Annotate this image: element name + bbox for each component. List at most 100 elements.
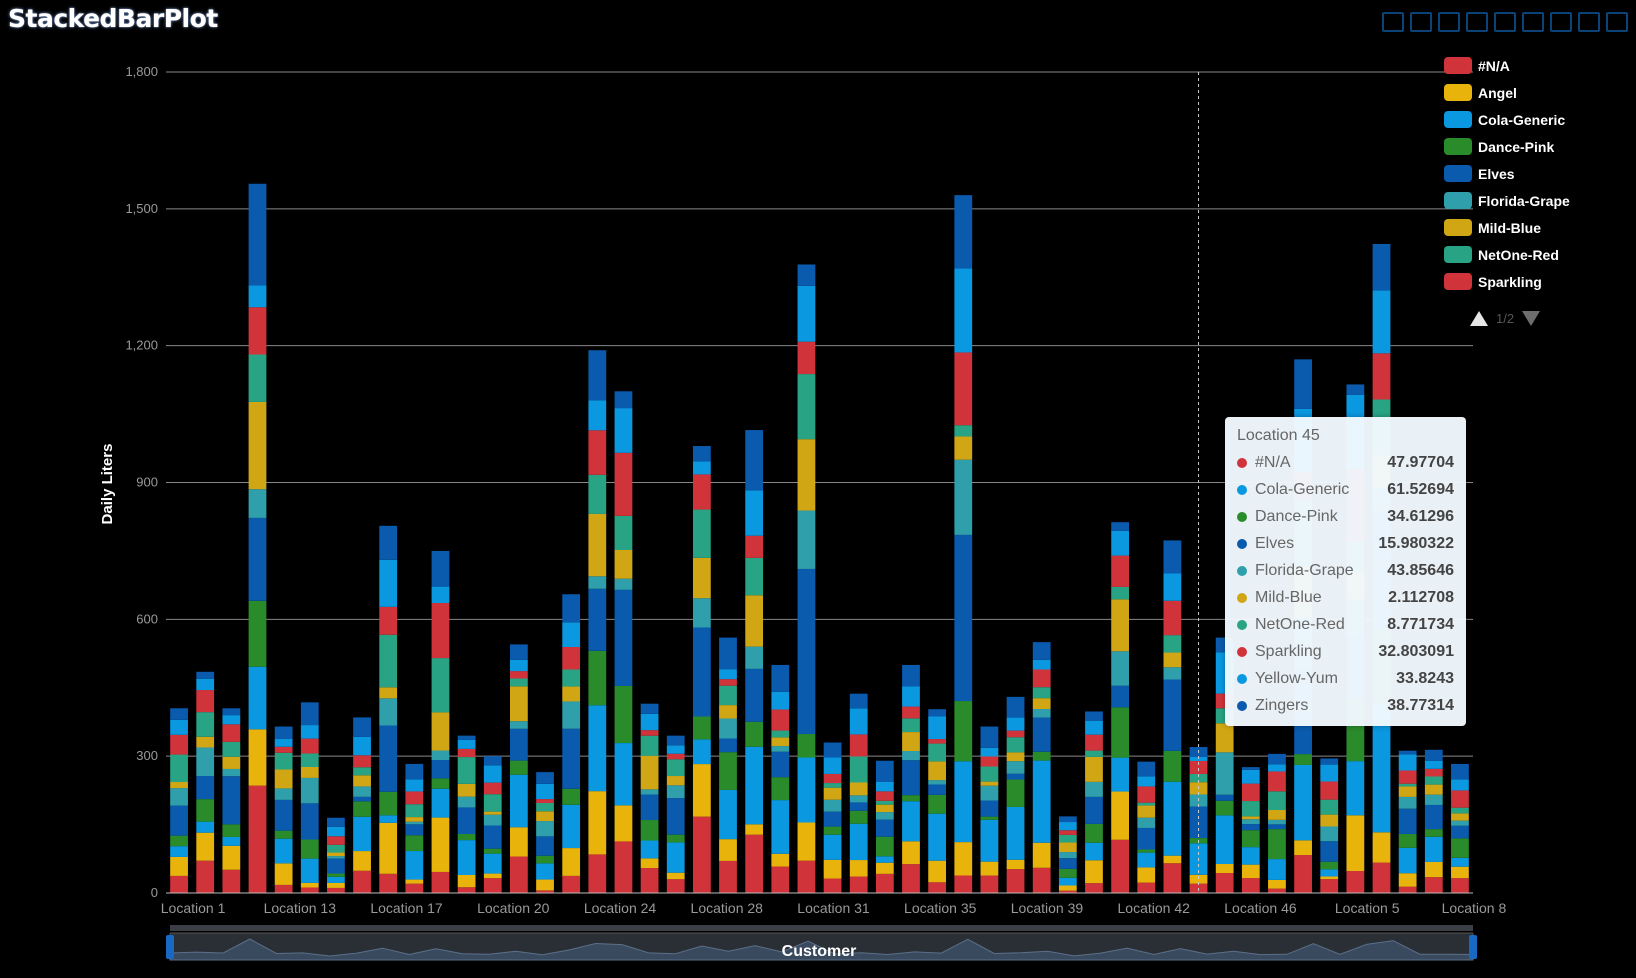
bar-segment[interactable] [431, 760, 450, 779]
bar-segment[interactable] [849, 860, 868, 877]
bar-segment[interactable] [1137, 786, 1156, 803]
bar-segment[interactable] [1006, 779, 1025, 807]
bar-segment[interactable] [1398, 808, 1417, 834]
bar-segment[interactable] [562, 788, 581, 805]
bar-segment[interactable] [1032, 698, 1051, 710]
bar-segment[interactable] [1006, 752, 1025, 762]
bar-segment[interactable] [745, 430, 764, 491]
bar-stack[interactable] [1241, 767, 1260, 893]
bar-segment[interactable] [1346, 761, 1365, 816]
bar-segment[interactable] [875, 782, 894, 792]
bar-segment[interactable] [1451, 763, 1469, 780]
bar-segment[interactable] [536, 772, 554, 784]
bar-segment[interactable] [1451, 857, 1469, 867]
bar-segment[interactable] [562, 594, 581, 623]
bar-segment[interactable] [745, 535, 764, 558]
bar-segment[interactable] [1241, 847, 1260, 865]
bar-segment[interactable] [902, 664, 920, 687]
bar-segment[interactable] [562, 622, 581, 648]
bar-segment[interactable] [797, 285, 816, 342]
bar-segment[interactable] [954, 701, 973, 762]
bar-segment[interactable] [274, 739, 293, 747]
bar-segment[interactable] [1346, 870, 1365, 893]
bar-segment[interactable] [483, 873, 502, 879]
bar-segment[interactable] [771, 691, 790, 710]
bar-segment[interactable] [431, 778, 450, 789]
bar-segment[interactable] [1398, 786, 1417, 797]
bar-segment[interactable] [1215, 815, 1234, 865]
bar-segment[interactable] [797, 822, 816, 861]
bar-segment[interactable] [823, 811, 842, 827]
bar-segment[interactable] [222, 824, 241, 837]
bar-segment[interactable] [640, 703, 659, 714]
bar-segment[interactable] [431, 788, 450, 818]
bar-segment[interactable] [1268, 888, 1286, 893]
bar-segment[interactable] [510, 686, 528, 722]
bar-segment[interactable] [719, 839, 737, 861]
bar-segment[interactable] [483, 794, 502, 812]
bar-stack[interactable] [980, 726, 999, 893]
bar-segment[interactable] [745, 595, 764, 647]
bar-segment[interactable] [849, 756, 868, 783]
bar-segment[interactable] [745, 490, 764, 536]
bar-segment[interactable] [928, 813, 947, 861]
bar-segment[interactable] [483, 853, 502, 874]
bar-segment[interactable] [1372, 243, 1391, 291]
bar-segment[interactable] [1163, 863, 1182, 893]
bar-segment[interactable] [902, 841, 920, 865]
bar-segment[interactable] [248, 489, 267, 518]
bar-segment[interactable] [640, 789, 659, 795]
bar-segment[interactable] [510, 721, 528, 729]
bar-segment[interactable] [274, 830, 293, 839]
bar-segment[interactable] [1424, 749, 1443, 761]
bar-segment[interactable] [510, 827, 528, 857]
bar-segment[interactable] [875, 873, 894, 893]
bar-segment[interactable] [1451, 807, 1469, 814]
bar-segment[interactable] [1294, 754, 1312, 765]
bar-stack[interactable] [562, 594, 581, 893]
bar-segment[interactable] [170, 856, 188, 876]
bar-segment[interactable] [980, 781, 999, 786]
bar-segment[interactable] [457, 807, 476, 835]
bar-stack[interactable] [536, 772, 554, 893]
bar-segment[interactable] [1320, 861, 1339, 870]
bar-stack[interactable] [1111, 522, 1129, 893]
bar-segment[interactable] [745, 721, 764, 747]
bar-segment[interactable] [1189, 760, 1208, 774]
bar-segment[interactable] [1006, 806, 1025, 860]
legend-item[interactable]: Sparkling [1444, 268, 1570, 295]
bar-segment[interactable] [1085, 781, 1103, 797]
bar-segment[interactable] [483, 848, 502, 854]
bar-segment[interactable] [1294, 764, 1312, 841]
bar-segment[interactable] [379, 525, 398, 560]
bar-segment[interactable] [196, 712, 215, 737]
bar-segment[interactable] [379, 698, 398, 726]
bar-segment[interactable] [457, 739, 476, 749]
bar-segment[interactable] [1215, 723, 1234, 753]
bar-segment[interactable] [300, 839, 319, 859]
bar-segment[interactable] [353, 816, 371, 852]
bar-segment[interactable] [1241, 767, 1260, 770]
bar-segment[interactable] [1398, 847, 1417, 874]
zoom-slider[interactable]: Customer [166, 925, 1477, 961]
bar-segment[interactable] [536, 836, 554, 856]
bar-segment[interactable] [640, 730, 659, 736]
bar-segment[interactable] [823, 834, 842, 860]
bar-segment[interactable] [588, 576, 607, 589]
bar-segment[interactable] [692, 557, 711, 599]
bar-segment[interactable] [1398, 873, 1417, 887]
bar-segment[interactable] [1085, 883, 1103, 893]
bar-segment[interactable] [719, 860, 737, 893]
bar-segment[interactable] [928, 761, 947, 781]
bar-segment[interactable] [562, 804, 581, 849]
bar-segment[interactable] [1032, 867, 1051, 893]
bar-segment[interactable] [1163, 573, 1182, 601]
bar-segment[interactable] [1241, 878, 1260, 893]
zoom-icon[interactable] [1382, 12, 1404, 32]
bar-segment[interactable] [1111, 707, 1129, 758]
bar-segment[interactable] [327, 852, 345, 857]
bar-segment[interactable] [614, 743, 633, 806]
arrow-down-icon[interactable] [1522, 311, 1541, 326]
bar-segment[interactable] [1346, 384, 1365, 395]
bar-segment[interactable] [1006, 773, 1025, 780]
